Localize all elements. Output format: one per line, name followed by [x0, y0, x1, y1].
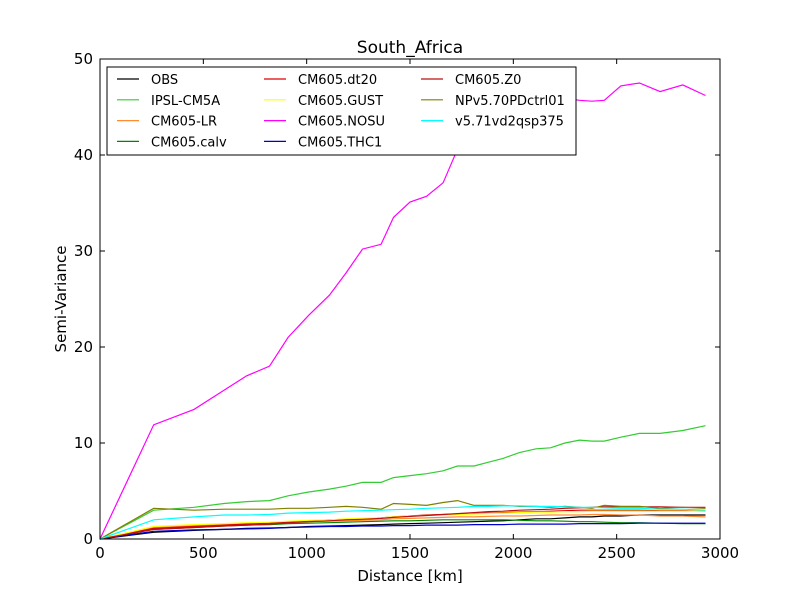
legend-entry-ipsl-cm5a: IPSL-CM5A — [117, 94, 220, 109]
legend-entry-cm605-dt20: CM605.dt20 — [264, 73, 377, 88]
legend-label: CM605.Z0 — [455, 73, 521, 88]
legend-label: CM605.NOSU — [298, 115, 385, 130]
legend-entry-cm605-lr: CM605-LR — [117, 115, 217, 130]
y-tick-label: 20 — [74, 338, 93, 356]
y-tick-label: 50 — [74, 50, 93, 68]
x-tick-label: 1000 — [288, 544, 326, 562]
legend-label: CM605.dt20 — [298, 73, 377, 88]
series-line-cm605-gust — [99, 510, 706, 540]
series-line-cm605-calv — [99, 519, 706, 540]
legend-label: NPv5.70PDctrl01 — [455, 94, 565, 109]
legend-label: CM605.calv — [151, 135, 227, 150]
series-line-cm605-z0 — [99, 506, 706, 540]
y-tick-label: 30 — [74, 242, 93, 260]
legend-entry-cm605-z0: CM605.Z0 — [421, 73, 521, 88]
x-tick-label: 2000 — [494, 544, 532, 562]
legend-entry-cm605-calv: CM605.calv — [117, 135, 227, 150]
x-tick-label: 3000 — [701, 544, 739, 562]
tick-layer: 0 500 1000 1500 2000 2500 3000 0 10 20 30 40 50 — [74, 50, 739, 562]
x-axis-label: Distance [km] — [357, 567, 462, 585]
legend-label: CM605.THC1 — [298, 135, 382, 150]
legend-label: v5.71vd2qsp375 — [455, 115, 564, 130]
series-line-npv5-70pdctrl01 — [99, 499, 706, 540]
y-tick-label: 0 — [83, 530, 93, 548]
legend-entry-obs: OBS — [117, 73, 178, 88]
x-tick-label: 1500 — [391, 544, 429, 562]
legend-entry-cm605-gust: CM605.GUST — [264, 94, 383, 109]
x-tick-label: 2500 — [598, 544, 636, 562]
legend-entry-cm605-nosu: CM605.NOSU — [264, 115, 385, 130]
legend-label: CM605-LR — [151, 115, 217, 130]
y-axis-label: Semi-Variance — [52, 246, 70, 353]
series-line-cm605-nosu — [99, 82, 706, 540]
legend-label: OBS — [151, 73, 178, 88]
series-layer — [99, 82, 706, 540]
y-tick-label: 10 — [74, 434, 93, 452]
legend-frame — [106, 66, 577, 156]
y-tick-label: 40 — [74, 146, 93, 164]
legend-entry-npv5-70pdctrl01: NPv5.70PDctrl01 — [421, 94, 565, 109]
x-tick-label: 0 — [95, 544, 105, 562]
series-line-ipsl-cm5a — [99, 425, 706, 540]
series-line-cm605-thc1 — [99, 522, 706, 540]
legend-entry-v5-71vd2qsp375: v5.71vd2qsp375 — [421, 115, 564, 130]
chart-title: South_Africa — [357, 38, 463, 58]
legend: OBS IPSL-CM5A CM605-LR CM605.calv CM605.dt20… — [106, 66, 577, 156]
legend-label: IPSL-CM5A — [151, 94, 220, 109]
series-line-v5-71vd2qsp375 — [99, 505, 706, 540]
legend-entry-cm605-thc1: CM605.THC1 — [264, 135, 382, 150]
x-tick-label: 500 — [189, 544, 218, 562]
legend-label: CM605.GUST — [298, 94, 383, 109]
